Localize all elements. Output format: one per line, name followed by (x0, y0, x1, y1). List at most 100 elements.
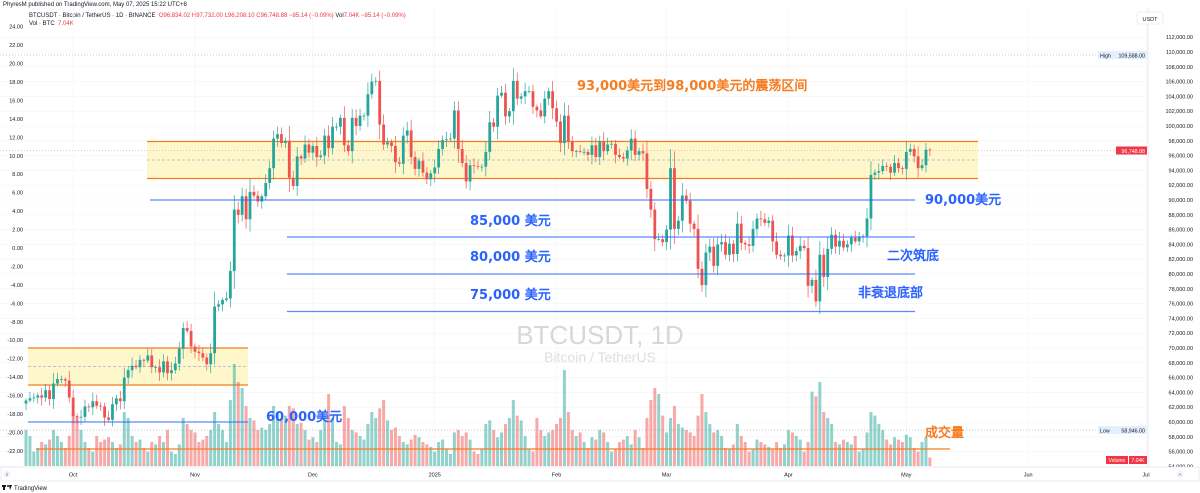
candle[interactable] (138, 354, 142, 373)
candle[interactable] (315, 136, 319, 167)
candle[interactable] (342, 106, 346, 153)
candle[interactable] (166, 356, 169, 381)
candle[interactable] (228, 261, 232, 308)
candle[interactable] (95, 394, 99, 409)
candle[interactable] (771, 215, 775, 252)
candle[interactable] (370, 73, 374, 99)
candle[interactable] (543, 90, 547, 124)
candle[interactable] (586, 149, 590, 161)
candle[interactable] (252, 185, 256, 199)
candle[interactable] (311, 142, 315, 160)
candle[interactable] (413, 151, 417, 176)
candle[interactable] (118, 390, 122, 410)
candle[interactable] (83, 399, 87, 422)
candle[interactable] (181, 322, 185, 360)
candle[interactable] (570, 136, 574, 158)
candle[interactable] (283, 137, 287, 149)
non-recession-bottom-label[interactable]: 非衰退底部 (858, 285, 923, 301)
range-annotation[interactable]: 93,000美元到98,000美元的震荡区间 (577, 78, 807, 94)
candle[interactable] (36, 392, 40, 404)
candle[interactable] (716, 237, 720, 275)
candle[interactable] (614, 140, 617, 164)
candle[interactable] (468, 159, 472, 191)
candle[interactable] (378, 70, 382, 140)
candle[interactable] (213, 291, 217, 365)
currency-button[interactable] (1136, 11, 1164, 25)
candle[interactable] (260, 193, 264, 209)
candle[interactable] (256, 190, 260, 207)
candle[interactable] (551, 81, 555, 120)
candle[interactable] (480, 163, 484, 172)
candle[interactable] (822, 248, 826, 287)
candle[interactable] (421, 152, 425, 177)
candle[interactable] (193, 343, 197, 359)
candle[interactable] (653, 202, 657, 252)
candle[interactable] (751, 220, 755, 253)
candle[interactable] (48, 385, 51, 406)
candle[interactable] (484, 141, 488, 177)
candle[interactable] (515, 72, 519, 105)
candle[interactable] (523, 82, 527, 105)
candle[interactable] (504, 83, 507, 125)
double-bottom-label[interactable]: 二次筑底 (887, 248, 939, 264)
candle[interactable] (240, 187, 244, 222)
candle[interactable] (889, 164, 892, 180)
candle[interactable] (40, 388, 44, 406)
candle[interactable] (162, 354, 165, 378)
candle[interactable] (834, 229, 837, 254)
candle[interactable] (276, 126, 279, 147)
candle[interactable] (401, 127, 405, 175)
candle[interactable] (590, 136, 594, 165)
candle[interactable] (150, 348, 154, 374)
candle[interactable] (358, 108, 362, 131)
candle[interactable] (374, 77, 378, 86)
candle[interactable] (405, 121, 409, 144)
candle[interactable] (574, 149, 578, 158)
candle[interactable] (437, 140, 441, 174)
candle[interactable] (500, 85, 503, 98)
candle[interactable] (146, 348, 150, 364)
candle[interactable] (547, 87, 551, 106)
candle[interactable] (114, 394, 118, 411)
candle[interactable] (897, 157, 900, 173)
candle[interactable] (673, 151, 676, 244)
candle[interactable] (798, 237, 802, 259)
candle[interactable] (696, 214, 700, 279)
candle[interactable] (122, 368, 126, 409)
candle[interactable] (507, 108, 511, 123)
candle[interactable] (830, 227, 834, 255)
candle[interactable] (464, 155, 468, 189)
candle[interactable] (559, 114, 562, 153)
candle[interactable] (732, 240, 735, 263)
candle[interactable] (861, 233, 865, 243)
candle[interactable] (197, 344, 201, 361)
candle[interactable] (126, 365, 130, 384)
candle[interactable] (87, 403, 91, 413)
candle[interactable] (747, 237, 751, 254)
candle[interactable] (201, 347, 205, 362)
candle[interactable] (456, 101, 460, 163)
candle[interactable] (625, 146, 629, 166)
label-75000[interactable]: 75,000 美元 (470, 287, 551, 303)
candle[interactable] (303, 135, 307, 163)
candle[interactable] (307, 138, 311, 158)
candle[interactable] (578, 144, 582, 154)
candle[interactable] (810, 277, 814, 294)
candle[interactable] (232, 195, 236, 289)
time-axis[interactable] (0, 466, 1200, 482)
candle[interactable] (728, 237, 731, 262)
candle[interactable] (598, 135, 602, 165)
candle[interactable] (912, 144, 916, 163)
candle[interactable] (173, 356, 177, 374)
candle[interactable] (708, 238, 712, 262)
candle[interactable] (382, 114, 386, 150)
candle[interactable] (676, 216, 680, 236)
candle[interactable] (767, 216, 771, 228)
candle[interactable] (32, 393, 36, 402)
candle[interactable] (287, 125, 291, 193)
candle[interactable] (327, 125, 331, 158)
candle[interactable] (63, 377, 67, 387)
candle[interactable] (814, 269, 818, 308)
candle[interactable] (873, 169, 877, 181)
